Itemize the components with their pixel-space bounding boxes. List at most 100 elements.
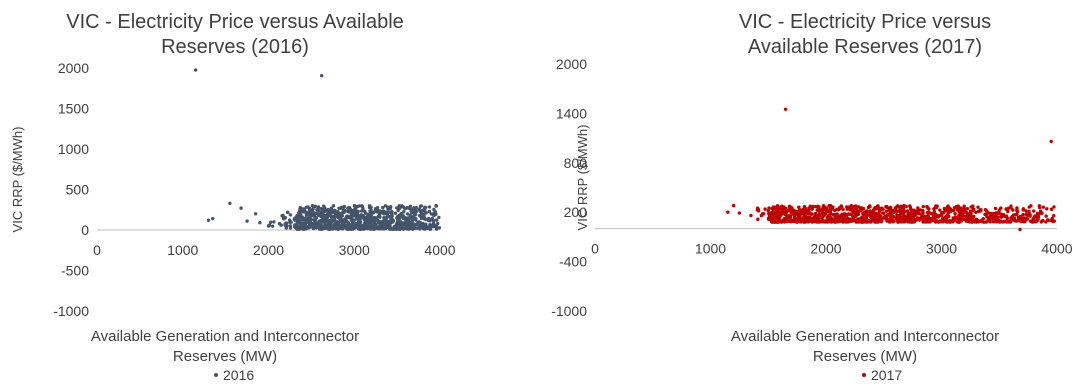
y-tick-label: -1000 [53,303,89,319]
data-point [909,207,913,211]
data-point [900,209,904,213]
data-point [968,219,972,224]
data-point [964,219,968,223]
data-point [984,220,988,224]
data-point [1011,208,1015,212]
data-point [352,225,356,230]
data-point [969,205,973,209]
data-point [993,206,998,211]
data-point [1005,220,1009,224]
data-point [981,216,986,221]
data-point [867,204,872,208]
data-point [936,215,941,219]
data-point [258,221,262,225]
data-point [422,206,427,211]
data-point [892,219,896,223]
data-point [375,216,379,220]
data-point [793,216,797,220]
data-point [412,224,417,228]
data-point [932,209,937,214]
data-point [777,219,782,224]
data-point [817,213,821,217]
data-point [398,224,403,229]
data-point [973,210,978,214]
data-point [403,207,407,211]
data-point [847,219,852,224]
chart-panel-2016: VIC - Electricity Price versus Available… [0,0,470,385]
data-point [353,207,358,211]
data-point [316,205,321,209]
x-tick-label: 0 [93,242,101,258]
data-point [432,224,436,229]
legend-entry: 2016 [223,367,255,383]
data-point [942,217,946,221]
data-point [342,221,346,226]
data-point [749,213,753,218]
data-point [840,212,844,217]
data-point [285,224,289,228]
data-point [318,224,322,229]
data-point [393,211,398,216]
data-point [797,217,802,221]
data-point [791,208,796,212]
data-point [352,204,357,208]
data-point [956,204,960,208]
data-point [828,211,833,215]
data-point [901,212,906,216]
data-point [297,225,301,229]
data-point [858,220,862,224]
data-point [1009,206,1013,210]
data-point [193,68,198,72]
data-point [304,213,309,217]
data-point [892,210,896,214]
data-point [854,214,858,219]
data-point [912,218,917,222]
data-point [206,218,211,222]
data-point [1028,219,1033,223]
data-point [877,207,882,212]
data-point [211,216,215,221]
data-point [916,208,920,212]
data-point [319,73,324,78]
y-tick-label: 800 [564,155,588,171]
data-point [310,211,315,215]
data-point [308,225,313,229]
data-point [419,215,424,219]
y-axis-label: VIC RRP ($/MWh) [10,127,25,233]
data-point [829,216,833,220]
data-point [779,204,784,208]
data-point [828,219,832,223]
x-axis-label: Available Generation and Interconnector … [90,328,360,365]
data-point [406,222,411,227]
data-point [325,215,330,220]
data-point [402,223,406,227]
y-tick-label: 1000 [58,141,89,157]
data-point [875,217,880,221]
data-point [315,221,319,226]
data-point [991,220,996,224]
data-point [294,224,298,228]
x-tick-label: 2000 [810,241,841,257]
data-point [726,210,730,214]
data-point [1010,214,1015,219]
data-point [383,204,388,208]
data-point [853,210,858,215]
data-point [896,209,901,213]
data-point [344,217,348,221]
data-point [772,214,776,219]
legend-entry: 2017 [871,367,903,383]
data-point [329,227,333,231]
data-point [412,213,416,218]
data-point [927,207,931,211]
data-point [1041,205,1046,209]
data-point [796,213,800,217]
data-point [388,227,392,231]
data-point [434,225,439,230]
data-point [982,220,986,224]
data-point [333,210,337,215]
data-point [809,212,814,216]
data-point [288,226,293,230]
data-point [991,211,996,216]
data-point [400,204,405,209]
